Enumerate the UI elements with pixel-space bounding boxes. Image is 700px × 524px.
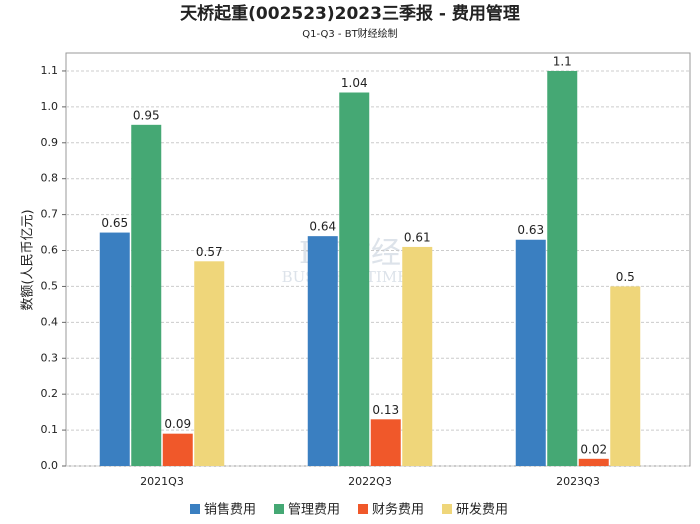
- bar: [402, 246, 433, 466]
- legend-swatch: [358, 504, 368, 514]
- bar: [307, 236, 338, 466]
- bar: [515, 239, 546, 466]
- data-label: 0.61: [404, 230, 431, 244]
- x-tick-label: 2021Q3: [140, 475, 184, 488]
- legend-swatch: [190, 504, 200, 514]
- y-tick-label: 0.9: [41, 136, 59, 149]
- bar: [339, 92, 370, 467]
- chart-subtitle: Q1-Q3 - BT财经绘制: [302, 27, 397, 40]
- legend-swatch: [274, 504, 284, 514]
- data-label: 0.09: [164, 417, 191, 431]
- y-tick-label: 0.5: [41, 279, 59, 292]
- data-label: 0.02: [580, 442, 607, 456]
- bar: [370, 419, 401, 466]
- y-tick-label: 0.4: [41, 315, 59, 328]
- chart-title: 天桥起重(002523)2023三季报 - 费用管理: [180, 3, 520, 24]
- data-label: 0.95: [133, 108, 160, 122]
- legend-label: 管理费用: [288, 503, 340, 518]
- y-tick-label: 0.1: [41, 423, 59, 436]
- y-tick-label: 1.1: [41, 64, 59, 77]
- y-tick-label: 1.0: [41, 100, 59, 113]
- data-label: 0.13: [372, 403, 399, 417]
- y-tick-label: 0.3: [41, 351, 59, 364]
- y-tick-label: 0.8: [41, 172, 59, 185]
- data-label: 0.57: [196, 245, 223, 259]
- data-label: 1.1: [553, 54, 572, 68]
- bar: [194, 261, 225, 466]
- data-label: 0.64: [309, 220, 336, 234]
- x-tick-label: 2023Q3: [556, 475, 600, 488]
- x-tick-label: 2022Q3: [348, 475, 392, 488]
- data-label: 0.63: [517, 223, 544, 237]
- bar: [547, 70, 578, 467]
- legend-label: 销售费用: [204, 502, 256, 518]
- data-label: 0.65: [101, 216, 128, 230]
- legend-label: 研发费用: [456, 502, 508, 518]
- bar: [610, 286, 641, 466]
- bar: [99, 232, 130, 466]
- legend-label: 财务费用: [372, 502, 424, 518]
- y-tick-label: 0.2: [41, 387, 59, 400]
- y-tick-label: 0.7: [41, 208, 59, 221]
- bar: [578, 458, 609, 466]
- legend-swatch: [442, 504, 452, 514]
- bar: [162, 433, 193, 466]
- data-label: 1.04: [341, 76, 368, 90]
- y-axis-label: 数额(人民币亿元): [21, 209, 36, 310]
- y-tick-label: 0.0: [41, 459, 59, 472]
- y-tick-label: 0.6: [41, 244, 59, 257]
- bar: [131, 124, 162, 467]
- data-label: 0.5: [616, 270, 635, 284]
